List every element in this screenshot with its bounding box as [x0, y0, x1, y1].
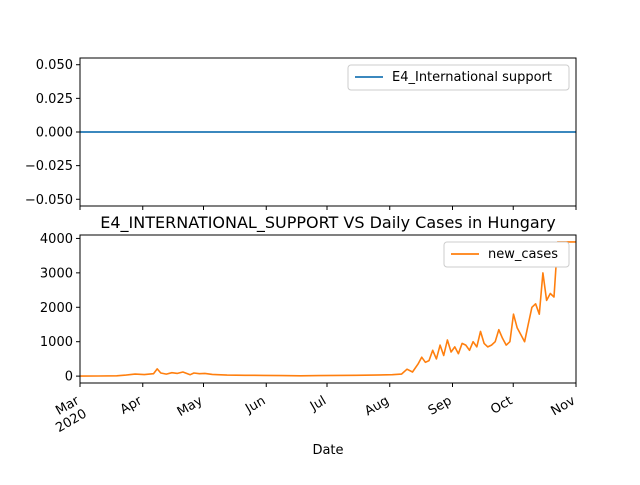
bottom-x-tick-label: Jul — [307, 393, 329, 414]
bottom-legend-box — [443, 241, 570, 268]
top-subplot: 0.050 0.025 0.000 −0.025 −0.050 E4_Internati… — [25, 57, 577, 210]
x-axis-label: Date — [312, 443, 343, 458]
top-legend: E4_International support — [347, 64, 570, 91]
bottom-y-axis: 0 1000 2000 3000 4000 — [40, 232, 80, 385]
bottom-y-tick-label: 4000 — [40, 232, 73, 247]
bottom-x-axis: Mar2020 Apr May Jun Jul Aug Sep Oct Nov — [46, 383, 579, 436]
bottom-x-tick-label: Jun — [242, 393, 268, 417]
bottom-subplot: 0 1000 2000 3000 4000 Mar2020 Apr May Jun Jul Aug… — [40, 232, 578, 436]
bottom-x-tick-label: Oct — [488, 393, 515, 417]
top-y-tick-label: 0.000 — [36, 126, 73, 141]
top-x-axis — [79, 206, 577, 210]
top-y-tick-label: −0.025 — [25, 159, 73, 174]
bottom-x-tick-label: Aug — [362, 393, 391, 419]
top-y-tick-label: 0.050 — [36, 58, 73, 73]
bottom-legend: new_cases — [443, 241, 570, 268]
bottom-plot-frame — [79, 234, 577, 384]
bottom-x-tick-label: May — [175, 393, 206, 420]
bottom-x-tick-label: Sep — [426, 393, 455, 418]
bottom-y-tick-label: 0 — [65, 370, 73, 385]
top-legend-label: E4_International support — [392, 70, 552, 85]
chart-title: E4_INTERNATIONAL_SUPPORT VS Daily Cases … — [100, 213, 555, 233]
bottom-y-tick-label: 3000 — [40, 266, 73, 281]
bottom-legend-label: new_cases — [488, 247, 558, 262]
bottom-y-tick-label: 1000 — [40, 335, 73, 350]
top-legend-box — [347, 64, 570, 91]
top-y-tick-label: 0.025 — [36, 92, 73, 107]
series-line-new-cases — [79, 241, 576, 377]
bottom-x-tick-label: Mar2020 — [46, 393, 90, 436]
bottom-x-tick-label: Nov — [549, 393, 579, 419]
bottom-x-tick-label: Apr — [118, 393, 146, 418]
bottom-y-tick-label: 2000 — [40, 301, 73, 316]
top-y-axis: 0.050 0.025 0.000 −0.025 −0.050 — [25, 58, 80, 208]
top-y-tick-label: −0.050 — [25, 193, 73, 208]
